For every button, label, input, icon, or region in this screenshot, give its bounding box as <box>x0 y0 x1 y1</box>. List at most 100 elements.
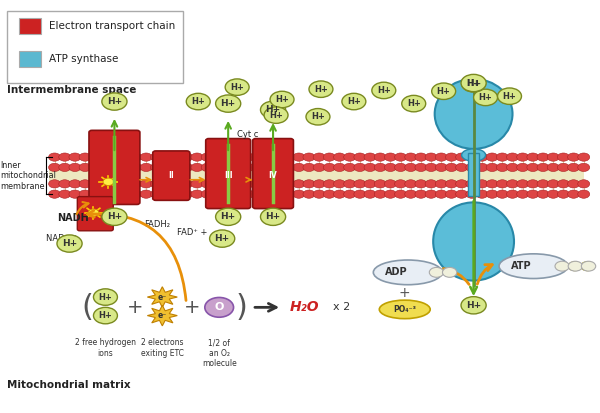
Circle shape <box>568 262 581 271</box>
Circle shape <box>496 153 508 161</box>
Circle shape <box>455 190 467 198</box>
Circle shape <box>466 190 478 198</box>
Circle shape <box>547 153 559 161</box>
Circle shape <box>110 163 122 171</box>
Circle shape <box>306 109 330 125</box>
Circle shape <box>578 190 590 198</box>
Circle shape <box>211 190 223 198</box>
Circle shape <box>395 180 407 188</box>
FancyBboxPatch shape <box>77 197 113 231</box>
Circle shape <box>374 153 386 161</box>
Circle shape <box>466 163 478 171</box>
Circle shape <box>171 180 182 188</box>
Circle shape <box>461 74 486 92</box>
Text: H+: H+ <box>466 301 481 310</box>
Circle shape <box>201 153 213 161</box>
Circle shape <box>496 180 508 188</box>
Text: H+: H+ <box>407 99 421 108</box>
Circle shape <box>555 261 569 271</box>
Circle shape <box>344 153 356 161</box>
Circle shape <box>215 95 241 112</box>
Circle shape <box>415 180 427 188</box>
Circle shape <box>303 180 315 188</box>
Text: 1/2 of
an O₂
molecule: 1/2 of an O₂ molecule <box>202 338 236 368</box>
Circle shape <box>517 180 529 188</box>
Circle shape <box>557 153 569 161</box>
Circle shape <box>49 190 61 198</box>
Text: ): ) <box>235 293 247 322</box>
Circle shape <box>59 163 71 171</box>
Text: H+: H+ <box>503 92 517 101</box>
Circle shape <box>425 153 437 161</box>
Text: H+: H+ <box>107 97 122 106</box>
Circle shape <box>506 190 518 198</box>
Circle shape <box>161 190 172 198</box>
Circle shape <box>486 180 498 188</box>
Circle shape <box>445 180 457 188</box>
Circle shape <box>476 163 488 171</box>
Circle shape <box>232 180 244 188</box>
Circle shape <box>405 153 417 161</box>
Circle shape <box>283 190 295 198</box>
Circle shape <box>344 190 356 198</box>
Text: ADP: ADP <box>385 267 407 278</box>
Circle shape <box>334 180 346 188</box>
Circle shape <box>232 190 244 198</box>
Circle shape <box>461 76 485 92</box>
Circle shape <box>151 180 163 188</box>
Circle shape <box>242 163 254 171</box>
Text: Inner
mitochondrial
membrane: Inner mitochondrial membrane <box>1 161 56 190</box>
Circle shape <box>211 180 223 188</box>
Circle shape <box>309 81 333 97</box>
Circle shape <box>191 180 203 188</box>
Circle shape <box>140 163 152 171</box>
Circle shape <box>466 180 478 188</box>
Circle shape <box>445 163 457 171</box>
Ellipse shape <box>461 149 485 161</box>
Text: II: II <box>169 171 174 180</box>
Circle shape <box>568 153 580 161</box>
Circle shape <box>79 153 91 161</box>
Text: Intermembrane space: Intermembrane space <box>7 85 136 95</box>
Circle shape <box>191 163 203 171</box>
Text: H+: H+ <box>265 105 281 114</box>
Circle shape <box>161 163 172 171</box>
Bar <box>19 51 41 66</box>
Text: H+: H+ <box>215 234 230 243</box>
Circle shape <box>556 262 569 271</box>
Text: PO₄⁻³: PO₄⁻³ <box>393 305 416 314</box>
Circle shape <box>374 180 386 188</box>
Circle shape <box>374 190 386 198</box>
Circle shape <box>473 89 497 106</box>
Circle shape <box>100 190 112 198</box>
Circle shape <box>506 153 518 161</box>
Circle shape <box>537 190 549 198</box>
Circle shape <box>272 153 284 161</box>
Circle shape <box>568 180 580 188</box>
Text: FADH₂: FADH₂ <box>145 220 170 229</box>
Circle shape <box>262 153 274 161</box>
Circle shape <box>537 153 549 161</box>
FancyBboxPatch shape <box>253 139 293 209</box>
Circle shape <box>225 79 249 95</box>
Circle shape <box>385 153 397 161</box>
Circle shape <box>79 163 91 171</box>
Circle shape <box>374 163 386 171</box>
Circle shape <box>140 180 152 188</box>
Circle shape <box>252 153 264 161</box>
Circle shape <box>527 153 539 161</box>
FancyBboxPatch shape <box>206 139 251 209</box>
Text: H+: H+ <box>221 99 236 108</box>
Circle shape <box>181 153 193 161</box>
Circle shape <box>110 180 122 188</box>
Circle shape <box>323 180 335 188</box>
Text: H+: H+ <box>221 212 236 221</box>
Circle shape <box>313 180 325 188</box>
Circle shape <box>49 153 61 161</box>
Text: H+: H+ <box>191 97 205 106</box>
Bar <box>49 167 584 184</box>
Text: H+: H+ <box>265 212 281 221</box>
Circle shape <box>364 153 376 161</box>
Text: H+: H+ <box>311 112 325 121</box>
Circle shape <box>461 297 486 314</box>
